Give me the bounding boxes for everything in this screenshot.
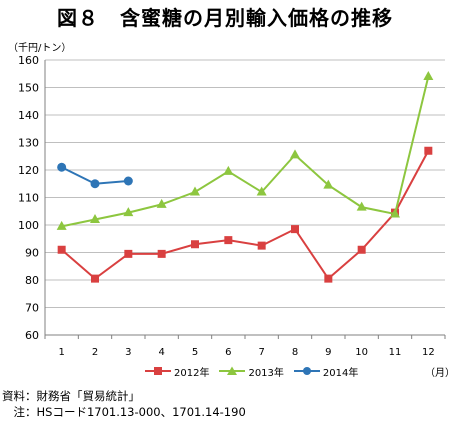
y-tick-label-140: 140 bbox=[18, 109, 39, 122]
y-tick-label-90: 90 bbox=[25, 247, 39, 260]
data-point-2012年-7 bbox=[257, 241, 266, 250]
legend-item-2013: 2013年 bbox=[219, 364, 284, 379]
x-tick-label-1: 1 bbox=[58, 347, 64, 358]
series-line-2012年 bbox=[61, 150, 430, 281]
data-point-2013年-6 bbox=[223, 165, 234, 175]
notes: 資料：財務省「貿易統計」 注：HSコード1701.13-000、1701.14-… bbox=[2, 388, 246, 420]
legend-swatch-2013 bbox=[219, 366, 246, 375]
data-point-2012年-5 bbox=[191, 240, 199, 249]
data-point-2014年-2 bbox=[90, 179, 100, 189]
data-point-2013年-4 bbox=[156, 198, 167, 208]
y-tick-label-80: 80 bbox=[25, 274, 39, 287]
data-point-2013年-8 bbox=[290, 149, 300, 159]
y-tick-label-150: 150 bbox=[18, 82, 39, 95]
data-point-2012年-1 bbox=[57, 245, 66, 254]
data-point-2013年-2 bbox=[90, 214, 100, 223]
y-axis-unit: （千円/トン） bbox=[8, 43, 72, 54]
y-tick-label-160: 160 bbox=[18, 54, 39, 67]
x-tick-label-7: 7 bbox=[258, 347, 264, 358]
x-tick-label-5: 5 bbox=[192, 347, 198, 358]
legend-item-2014: 2014年 bbox=[293, 364, 359, 379]
x-tick-label-9: 9 bbox=[325, 347, 331, 358]
data-point-2012年-6 bbox=[224, 236, 233, 245]
legend-swatch-2014 bbox=[293, 367, 320, 375]
data-point-2013年-5 bbox=[190, 186, 200, 196]
x-tick-label-8: 8 bbox=[292, 347, 298, 358]
data-point-2012年-2 bbox=[91, 274, 99, 283]
series-line-2013年 bbox=[61, 76, 430, 228]
x-tick-label-10: 10 bbox=[355, 347, 368, 358]
legend-item-2012: 2012年 bbox=[145, 364, 209, 379]
y-tick-label-120: 120 bbox=[18, 164, 39, 177]
data-point-2013年-9 bbox=[323, 179, 334, 189]
y-tick-label-70: 70 bbox=[25, 302, 39, 315]
data-point-2014年-1 bbox=[57, 162, 67, 172]
y-tick-label-110: 110 bbox=[18, 192, 39, 205]
data-point-2012年-12 bbox=[424, 146, 433, 155]
x-tick-label-12: 12 bbox=[422, 347, 435, 358]
data-point-2013年-7 bbox=[256, 186, 267, 196]
legend: 2012年 2013年 2014年 bbox=[145, 364, 359, 379]
x-tick-label-6: 6 bbox=[225, 347, 231, 358]
legend-swatch-2012 bbox=[145, 367, 171, 375]
data-point-2013年-10 bbox=[356, 201, 367, 211]
source-note: 資料：財務省「貿易統計」 bbox=[2, 389, 140, 403]
data-point-2012年-9 bbox=[324, 274, 333, 283]
data-point-2013年-12 bbox=[423, 71, 434, 80]
data-point-2012年-8 bbox=[291, 225, 299, 234]
x-tick-label-4: 4 bbox=[158, 347, 164, 358]
data-point-2014年-3 bbox=[123, 176, 133, 186]
y-tick-label-60: 60 bbox=[25, 329, 39, 342]
legend-label-2014: 2014年 bbox=[322, 367, 359, 379]
x-tick-label-2: 2 bbox=[92, 347, 98, 358]
data-point-2013年-11 bbox=[390, 208, 400, 218]
y-tick-label-130: 130 bbox=[18, 137, 39, 150]
data-point-2013年-1 bbox=[56, 220, 67, 230]
chart-title: 図８ 含蜜糖の月別輸入価格の推移 bbox=[57, 6, 393, 30]
x-tick-label-3: 3 bbox=[125, 347, 131, 358]
legend-label-2012: 2012年 bbox=[174, 367, 210, 379]
data-point-2012年-3 bbox=[124, 249, 133, 258]
data-point-2013年-3 bbox=[123, 207, 134, 217]
y-tick-label-100: 100 bbox=[18, 219, 39, 232]
x-tick-label-11: 11 bbox=[389, 347, 402, 358]
hs-code-note: 注：HSコード1701.13-000、1701.14-190 bbox=[2, 405, 246, 419]
data-point-2012年-4 bbox=[157, 249, 166, 258]
x-axis-unit: （月） bbox=[425, 368, 450, 379]
legend-label-2013: 2013年 bbox=[248, 367, 284, 379]
data-point-2012年-10 bbox=[357, 245, 366, 254]
